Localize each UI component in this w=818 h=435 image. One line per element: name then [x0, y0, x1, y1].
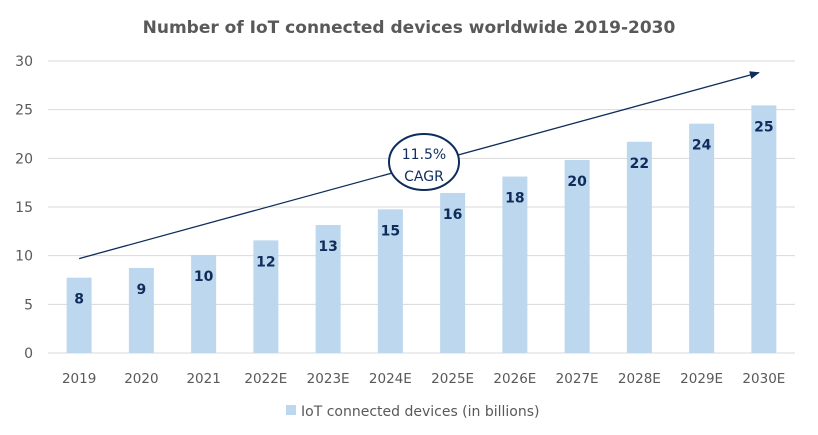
y-tick-label: 25: [15, 103, 33, 119]
data-label: 9: [137, 282, 147, 298]
bar: [564, 159, 590, 353]
bar: [66, 277, 92, 353]
x-tick-label: 2023E: [307, 371, 350, 387]
data-labels: 8 9 10 12 13 15 16 18 20 22 24 25: [74, 119, 773, 307]
y-tick-label: 30: [15, 54, 33, 70]
y-axis: 0 5 10 15 20 25 30: [15, 54, 33, 362]
bar: [315, 225, 341, 353]
bar: [440, 192, 466, 353]
data-label: 24: [692, 138, 712, 154]
legend-swatch: [286, 405, 296, 415]
legend: IoT connected devices (in billions): [286, 404, 540, 420]
data-label: 20: [567, 174, 587, 190]
y-tick-label: 15: [15, 200, 33, 216]
data-label: 13: [318, 239, 337, 255]
x-tick-label: 2022E: [244, 371, 287, 387]
gridlines: [48, 60, 795, 354]
x-tick-label: 2029E: [680, 371, 723, 387]
bar: [751, 105, 777, 353]
x-tick-label: 2025E: [431, 371, 474, 387]
y-tick-label: 10: [15, 249, 33, 265]
data-label: 12: [256, 254, 275, 270]
cagr-annotation: 11.5% CAGR: [78, 71, 760, 260]
data-label: 10: [194, 269, 214, 285]
data-label: 22: [630, 156, 649, 172]
y-tick-label: 5: [24, 297, 33, 313]
cagr-ellipse: [388, 133, 460, 191]
y-tick-label: 0: [24, 346, 33, 362]
bar: [502, 176, 528, 353]
bar: [253, 240, 279, 353]
x-tick-label: 2024E: [369, 371, 412, 387]
data-label: 15: [381, 223, 400, 239]
cagr-label: CAGR: [404, 169, 444, 185]
x-tick-label: 2027E: [556, 371, 599, 387]
bar: [191, 254, 217, 353]
bars: [66, 105, 777, 353]
x-tick-label: 2028E: [618, 371, 661, 387]
x-tick-label: 2019: [62, 371, 96, 387]
cagr-value: 11.5%: [402, 147, 446, 163]
bar: [377, 209, 403, 353]
x-tick-label: 2026E: [493, 371, 536, 387]
data-label: 18: [505, 191, 524, 207]
x-axis: 2019 2020 2021 2022E 2023E 2024E 2025E 2026E 202…: [62, 371, 785, 387]
x-tick-label: 2030E: [742, 371, 785, 387]
y-tick-label: 20: [15, 151, 33, 167]
x-tick-label: 2021: [186, 371, 220, 387]
x-tick-label: 2020: [124, 371, 158, 387]
bar: [626, 141, 652, 353]
data-label: 8: [74, 292, 84, 308]
bar: [128, 267, 154, 353]
bar: [689, 123, 715, 353]
data-label: 25: [754, 119, 773, 135]
chart-title: Number of IoT connected devices worldwid…: [143, 18, 676, 38]
data-label: 16: [443, 207, 462, 223]
legend-label: IoT connected devices (in billions): [301, 404, 540, 420]
